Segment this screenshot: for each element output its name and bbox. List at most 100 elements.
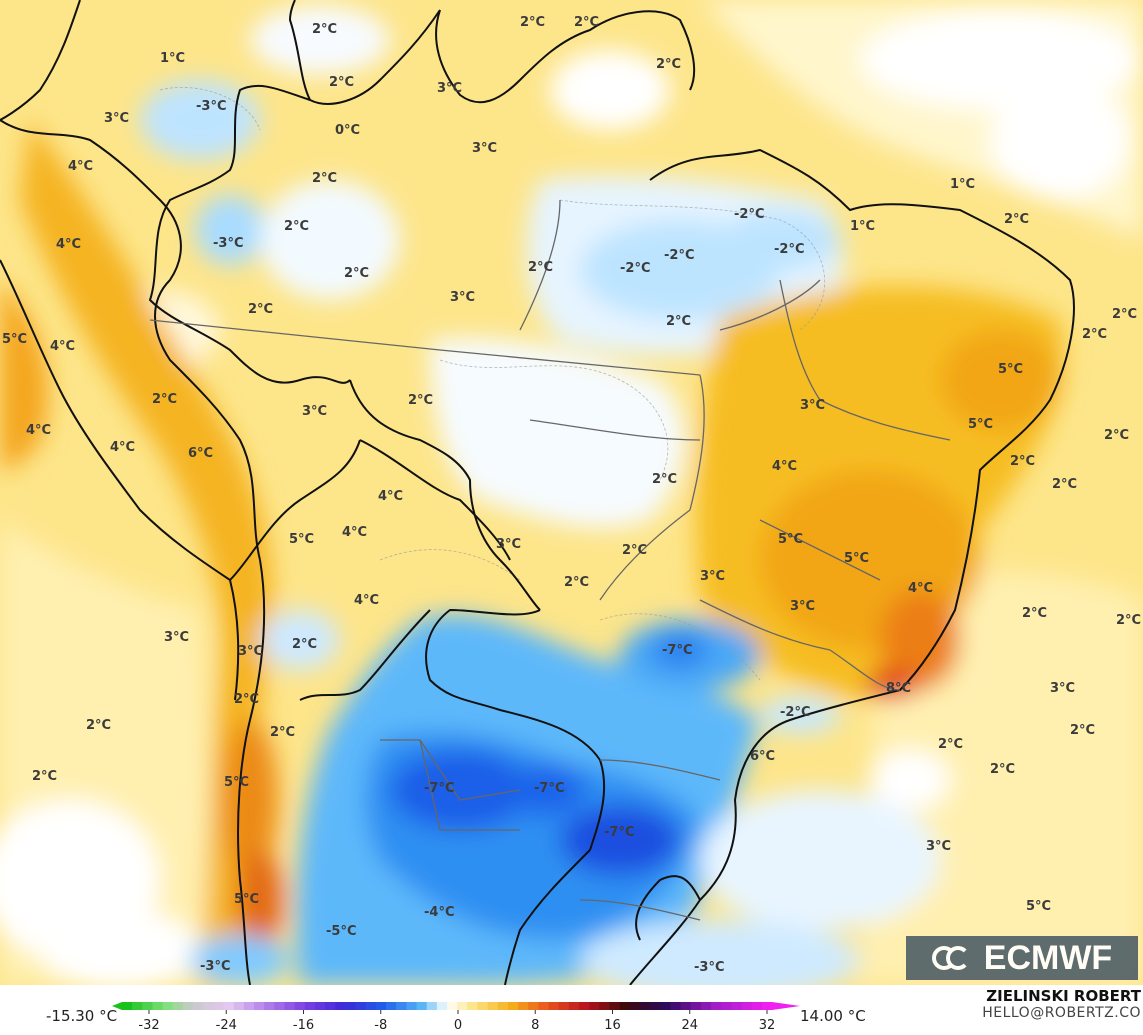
color-scale-tick-label: -24 [216,1018,237,1033]
color-scale-swatch [122,1002,133,1010]
temperature-labels: 1°C -3°C 2°C 2°C 2°C 3°C 2°C 2°C 0°C 3°C… [2,15,1141,975]
color-scale-tick-label: 0 [454,1018,462,1033]
temp-label: -3°C [200,959,230,974]
temp-label: 4°C [378,489,403,504]
temp-label: -3°C [694,960,724,975]
author-name: ZIELINSKI ROBERT [986,987,1141,1005]
anomaly-field [0,0,1143,985]
color-scale-swatch [660,1002,671,1010]
color-scale-swatch [436,1002,448,1010]
color-scale-swatch [558,1002,570,1010]
author-email: HELLO@ROBERTZ.CO [982,1005,1141,1021]
temp-label: 2°C [574,15,599,30]
temp-label: 2°C [152,392,177,407]
color-scale-swatch [243,1002,255,1010]
temp-label: 1°C [950,177,975,192]
color-scale-swatch [355,1002,367,1010]
color-scale-swatch [589,1002,600,1010]
color-scale-swatch [254,1002,265,1010]
temp-label: 2°C [1004,212,1029,227]
color-scale-swatch [639,1002,651,1010]
color-scale-swatch [609,1002,621,1010]
color-scale-swatch [294,1002,306,1010]
temp-label: 2°C [234,692,259,707]
legend-min-label: -15.30 °C [46,1007,118,1025]
color-scale-swatch [629,1002,641,1010]
color-scale-tick-label: 8 [531,1018,539,1033]
temp-label: 3°C [437,81,462,96]
color-scale-swatch [467,1002,478,1010]
temp-label: -2°C [774,242,804,257]
color-scale-tick-label: 24 [681,1018,698,1033]
temp-label: 2°C [292,637,317,652]
color-scale-swatch [213,1002,225,1010]
temp-label: 2°C [1112,307,1137,322]
map-canvas: 1°C -3°C 2°C 2°C 2°C 3°C 2°C 2°C 0°C 3°C… [0,0,1143,985]
temp-label: 5°C [2,332,27,347]
temp-label: 2°C [32,769,57,784]
temp-label: 3°C [1050,681,1075,696]
color-scale-swatch [548,1002,560,1010]
temp-label: 2°C [1082,327,1107,342]
color-scale-swatch [731,1002,743,1010]
temp-label: 4°C [772,459,797,474]
temperature-anomaly-map: 1°C -3°C 2°C 2°C 2°C 3°C 2°C 2°C 0°C 3°C… [0,0,1143,985]
temp-label: 1°C [850,219,875,234]
temp-label: 8°C [886,681,911,696]
temp-label: 3°C [496,537,521,552]
color-scale-min-arrow [112,1002,122,1010]
temp-label: 1°C [160,51,185,66]
temp-label: 2°C [938,737,963,752]
color-scale-swatch [426,1002,438,1010]
color-scale-swatch [314,1002,326,1010]
temp-label: 6°C [188,446,213,461]
color-scale-swatch [711,1002,722,1010]
ecmwf-logo-text: ECMWF [983,938,1113,977]
temp-label: -2°C [734,207,764,222]
temp-label: 2°C [312,171,337,186]
color-scale-swatch [172,1002,184,1010]
color-scale-swatch [670,1002,682,1010]
temp-label: 5°C [289,532,314,547]
legend-max-label: 14.00 °C [800,1007,866,1025]
color-scale-swatch [538,1002,550,1010]
color-scale-swatch [507,1002,519,1010]
temp-label: 3°C [472,141,497,156]
temp-label: 2°C [1070,723,1095,738]
color-scale-swatch [325,1002,336,1010]
temp-label: -3°C [196,99,226,114]
color-scale-swatch [396,1002,407,1010]
color-scale-bar: -32 -24 -16 -8 0 8 16 24 32 [112,1002,800,1033]
color-scale-swatch [284,1002,296,1010]
temp-label: 2°C [1010,454,1035,469]
temp-label: 2°C [652,472,677,487]
color-scale-swatch [152,1002,164,1010]
temp-label: 0°C [335,123,360,138]
temp-label: 4°C [68,159,93,174]
color-scale-swatch [345,1002,357,1010]
temp-label: 4°C [908,581,933,596]
temp-label: 4°C [354,593,379,608]
temp-label: -5°C [326,924,356,939]
color-scale-tick-label: -8 [374,1018,387,1033]
temp-label: 5°C [778,532,803,547]
color-scale-max-arrow [772,1002,800,1010]
temp-label: 2°C [270,725,295,740]
color-scale-swatch [203,1002,214,1010]
color-scale-swatch [132,1002,143,1010]
temp-label: -7°C [534,781,564,796]
temp-label: 5°C [998,362,1023,377]
color-scale-swatch [304,1002,316,1010]
temp-label: 2°C [248,302,273,317]
temp-label: -2°C [780,705,810,720]
temp-label: 2°C [656,57,681,72]
color-scale-swatch [497,1002,509,1010]
temp-label: 2°C [408,393,433,408]
color-scale-swatch [477,1002,489,1010]
color-scale-swatch [761,1002,773,1010]
temp-label: -3°C [213,236,243,251]
state-borders [149,199,951,921]
temp-label: 5°C [224,775,249,790]
color-scale-swatch [721,1002,732,1010]
color-scale-swatch [233,1002,245,1010]
